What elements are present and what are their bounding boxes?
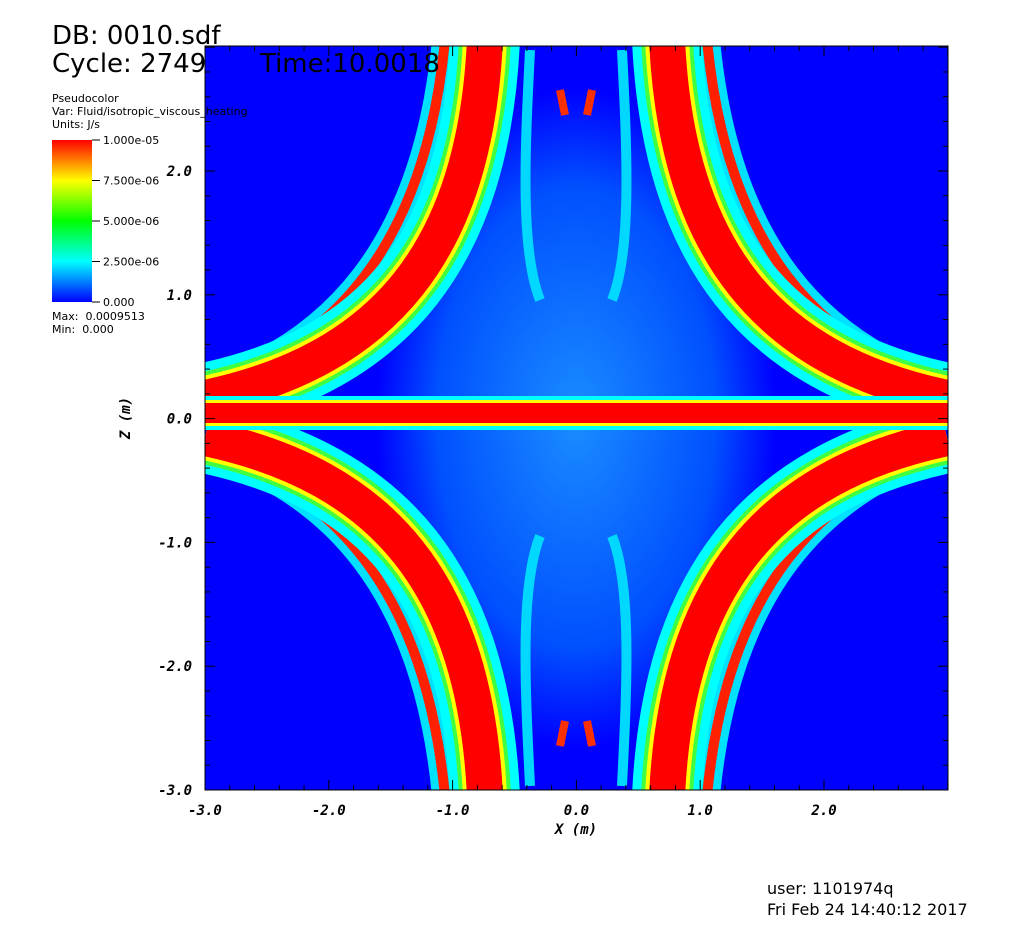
color-bar-label: 1.000e-05: [103, 134, 159, 147]
max-value: Max: 0.0009513: [52, 310, 145, 323]
color-bar-label: 5.000e-06: [103, 215, 159, 228]
date: Fri Feb 24 14:40:12 2017: [767, 900, 968, 919]
color-bar-label: 2.500e-06: [103, 256, 159, 269]
y-tick-label: 2.0: [166, 164, 192, 180]
user: user: 1101974q: [767, 879, 894, 898]
x-tick-label: -1.0: [436, 803, 470, 819]
x-tick-label: 0.0: [564, 803, 589, 819]
axis-ticks: -3.0 -2.0 -1.0 0.0 1.0 2.0 -3.0 -2.0 -1.0 0.0 1.0 2…: [158, 46, 949, 819]
x-tick-label: 1.0: [688, 803, 713, 819]
y-tick-label: 1.0: [167, 288, 192, 304]
x-tick-label: 2.0: [810, 803, 836, 819]
variable: Var: Fluid/isotropic_viscous_heating: [52, 105, 248, 118]
color-bar-ticks: 1.000e-05 7.500e-06 5.000e-06 2.500e-06 0.00…: [92, 134, 159, 309]
min-value: Min: 0.000: [52, 323, 114, 336]
units: Units: J/s: [52, 118, 100, 131]
database-name: DB: 0010.sdf: [52, 21, 221, 51]
y-tick-label: -2.0: [158, 659, 192, 675]
y-tick-label: -3.0: [158, 783, 192, 799]
color-bar-label: 7.500e-06: [103, 175, 159, 188]
color-bar-label: 0.000: [103, 296, 135, 309]
cycle: Cycle: 2749: [52, 49, 206, 79]
time: Time:10.0018: [259, 49, 440, 79]
x-axis-label: X (m): [554, 822, 597, 838]
y-tick-label: -1.0: [158, 535, 192, 551]
y-axis-label: Z (m): [118, 397, 134, 440]
color-bar: [52, 140, 92, 302]
pseudocolor-field: [205, 46, 948, 790]
x-tick-label: -2.0: [312, 803, 346, 819]
y-tick-label: 0.0: [167, 412, 192, 428]
plot-type: Pseudocolor: [52, 92, 119, 105]
x-tick-label: -3.0: [188, 803, 222, 819]
